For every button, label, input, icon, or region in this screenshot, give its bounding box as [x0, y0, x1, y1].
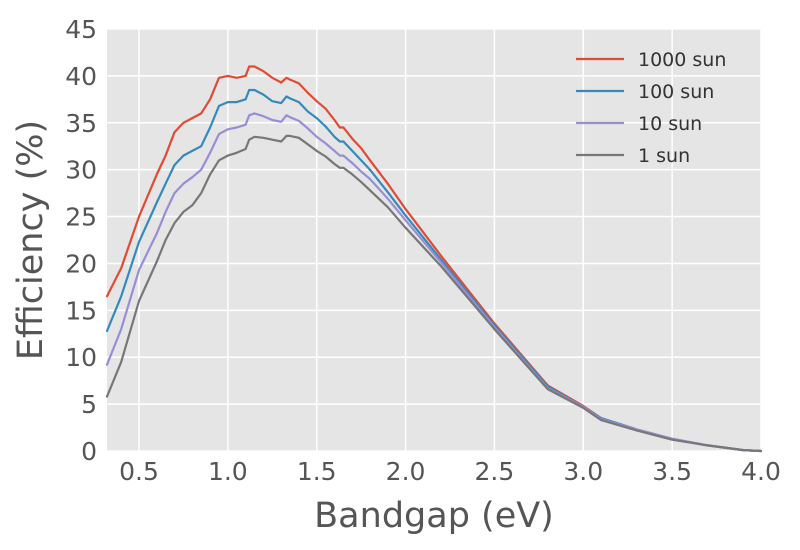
- legend-label-100-sun: 100 sun: [638, 81, 714, 103]
- y-tick-labels: 0 5 10 15 20 25 30 35 40 45: [65, 15, 97, 466]
- legend: 1000 sun 100 sun 10 sun 1 sun: [576, 49, 726, 167]
- x-tick-label-3.5: 3.5: [652, 457, 692, 486]
- legend-label-1-sun: 1 sun: [638, 145, 690, 167]
- x-tick-label-1.0: 1.0: [208, 457, 248, 486]
- y-tick-label-35: 35: [65, 109, 97, 138]
- x-tick-label-0.5: 0.5: [119, 457, 159, 486]
- gridlines: [107, 28, 762, 452]
- y-axis-label: Efficiency (%): [11, 120, 51, 360]
- x-tick-label-4.0: 4.0: [741, 457, 781, 486]
- x-tick-label-2.5: 2.5: [475, 457, 515, 486]
- x-tick-label-3.0: 3.0: [563, 457, 603, 486]
- x-tick-label-1.5: 1.5: [297, 457, 337, 486]
- series-lines: [105, 65, 763, 453]
- y-tick-label-0: 0: [81, 437, 97, 466]
- y-tick-label-25: 25: [65, 203, 97, 232]
- y-tick-label-10: 10: [65, 343, 97, 372]
- series-line-100-sun: [105, 88, 763, 453]
- series-line-1-sun: [105, 134, 763, 453]
- y-tick-label-45: 45: [65, 15, 97, 44]
- plot-background: [107, 29, 761, 451]
- y-tick-label-20: 20: [65, 249, 97, 278]
- legend-label-10-sun: 10 sun: [638, 113, 702, 135]
- y-tick-label-5: 5: [81, 390, 97, 419]
- y-tick-label-15: 15: [65, 296, 97, 325]
- y-tick-label-40: 40: [65, 62, 97, 91]
- legend-label-1000-sun: 1000 sun: [638, 49, 726, 71]
- x-axis-label: Bandgap (eV): [314, 496, 554, 536]
- x-tick-labels: 0.5 1.0 1.5 2.0 2.5 3.0 3.5 4.0: [119, 457, 781, 486]
- y-tick-label-30: 30: [65, 156, 97, 185]
- x-tick-label-2.0: 2.0: [386, 457, 426, 486]
